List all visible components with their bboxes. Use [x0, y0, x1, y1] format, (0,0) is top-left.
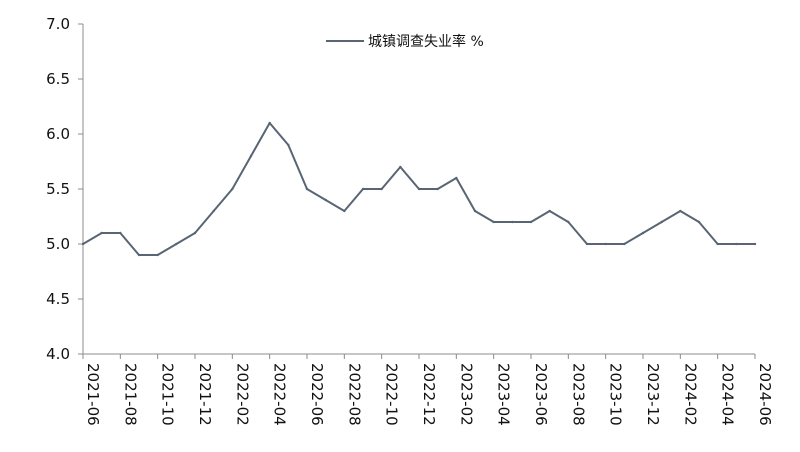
- data-point: [343, 209, 346, 213]
- data-point: [623, 242, 626, 246]
- x-tick-label: 2021-06: [84, 363, 102, 426]
- x-tick-label: 2023-08: [569, 363, 587, 426]
- data-point: [660, 220, 663, 224]
- x-tick-label: 2024-06: [756, 363, 774, 426]
- data-point: [81, 242, 85, 246]
- data-point: [585, 242, 589, 246]
- data-point: [324, 198, 327, 202]
- y-tick-label: 4.0: [46, 345, 70, 363]
- data-point: [249, 154, 253, 158]
- y-tick-label: 7.0: [46, 15, 70, 33]
- x-tick-label: 2023-04: [495, 363, 513, 426]
- data-point: [119, 231, 122, 235]
- x-tick-label: 2022-02: [233, 363, 251, 426]
- data-point: [753, 242, 757, 246]
- data-point: [604, 242, 607, 246]
- data-point: [212, 209, 215, 213]
- data-point: [361, 187, 365, 191]
- x-tick-label: 2022-06: [308, 363, 326, 426]
- data-point: [287, 143, 290, 147]
- legend: 城镇调查失业率 %: [326, 33, 484, 50]
- data-point: [641, 231, 645, 235]
- data-point: [100, 231, 103, 235]
- x-tick-label: 2023-06: [532, 363, 550, 426]
- x-tick-label: 2021-10: [159, 363, 177, 426]
- data-point: [268, 121, 271, 125]
- data-point: [473, 209, 477, 213]
- x-tick-label: 2024-02: [681, 363, 699, 426]
- y-tick-label: 5.5: [46, 180, 70, 198]
- series-layer: [81, 121, 757, 257]
- data-point: [305, 187, 309, 191]
- y-tick-label: 6.5: [46, 70, 70, 88]
- data-point: [697, 220, 701, 224]
- data-point: [399, 165, 402, 169]
- data-point: [231, 187, 234, 191]
- legend-label: 城镇调查失业率 %: [368, 33, 484, 50]
- data-point: [455, 176, 458, 180]
- y-tick-label: 5.0: [46, 235, 70, 253]
- data-point: [417, 187, 421, 191]
- x-tick-label: 2022-04: [271, 363, 289, 426]
- x-axis: 2021-06 2021-08 2021-10 2021-12 2022-02 2022-…: [82, 353, 774, 426]
- data-point: [436, 187, 439, 191]
- data-point: [548, 209, 551, 213]
- data-point: [137, 253, 141, 257]
- data-point: [567, 220, 570, 224]
- data-point: [492, 220, 495, 224]
- data-point: [511, 220, 514, 224]
- data-point: [193, 231, 197, 235]
- data-point: [175, 242, 178, 246]
- x-tick-label: 2023-02: [457, 363, 475, 426]
- x-tick-label: 2022-10: [383, 363, 401, 426]
- y-tick-label: 4.5: [46, 290, 70, 308]
- x-tick-label: 2022-08: [345, 363, 363, 426]
- y-tick-label: 6.0: [46, 125, 70, 143]
- x-tick-label: 2022-12: [420, 363, 438, 426]
- x-tick-label: 2023-10: [607, 363, 625, 426]
- x-tick-label: 2023-12: [644, 363, 662, 426]
- x-tick-label: 2021-08: [121, 363, 139, 426]
- data-point: [156, 253, 159, 257]
- data-point: [380, 187, 383, 191]
- x-tick-label: 2021-12: [196, 363, 214, 426]
- data-point: [735, 242, 738, 246]
- data-point: [529, 220, 533, 224]
- x-tick-label: 2024-04: [719, 363, 737, 426]
- data-point: [716, 242, 719, 246]
- y-axis: 4.0 4.5 5.0 5.5 6.0 6.5 7.0: [46, 15, 84, 363]
- data-point: [679, 209, 682, 213]
